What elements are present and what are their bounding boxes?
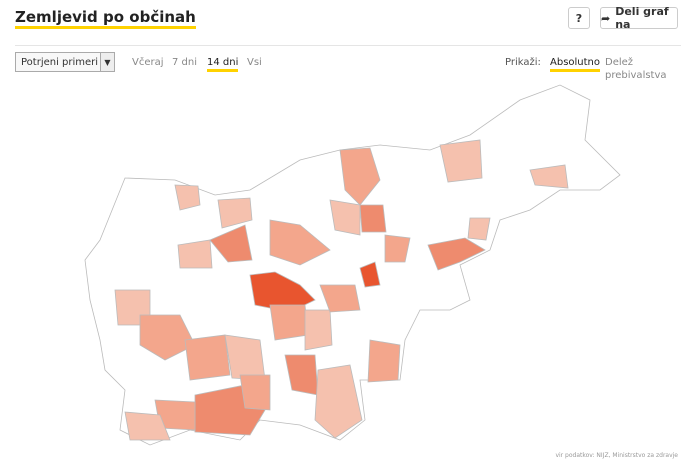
mode-tab[interactable]: Delež prebivalstva: [605, 57, 667, 81]
municipality: [224, 334, 266, 381]
range-tab[interactable]: Vsi: [247, 57, 262, 68]
municipality: [209, 224, 253, 263]
municipality: [269, 304, 309, 341]
municipality: [367, 339, 401, 383]
municipality: [124, 411, 171, 441]
share-button[interactable]: ➦ Deli graf na: [600, 5, 678, 31]
municipality: [319, 284, 361, 313]
help-button[interactable]: ?: [568, 7, 590, 29]
municipality: [239, 374, 271, 411]
municipality: [304, 309, 333, 351]
municipality: [467, 217, 491, 241]
municipality: [529, 164, 569, 189]
mode-tab[interactable]: Absolutno: [550, 56, 601, 72]
municipality: [217, 197, 253, 229]
municipality: [177, 239, 213, 269]
range-tab[interactable]: 14 dni: [207, 56, 239, 72]
separator: [15, 45, 681, 46]
municipality: [329, 199, 361, 236]
municipality: [249, 271, 316, 313]
share-label: Deli graf na: [615, 5, 669, 31]
municipality: [174, 184, 201, 211]
municipality: [359, 204, 387, 233]
show-label: Prikaži:: [505, 57, 541, 68]
dropdown-label: Potrjeni primeri: [21, 56, 99, 68]
municipalities: [114, 139, 569, 441]
municipality: [427, 237, 486, 271]
municipality: [314, 364, 363, 439]
municipality: [339, 147, 381, 206]
range-tab[interactable]: Včeraj: [132, 57, 164, 68]
range-tab[interactable]: 7 dni: [172, 57, 198, 68]
share-icon: ➦: [601, 11, 611, 25]
dropdown-arrow: ▼: [100, 53, 114, 71]
municipality: [269, 219, 331, 266]
dropdown[interactable]: Potrjeni primeri ▼: [15, 52, 115, 72]
municipality: [184, 334, 231, 381]
title: Zemljevid po občinah: [15, 8, 196, 29]
source: vir podatkov: NIJZ, Ministrstvo za zdrav…: [555, 452, 678, 459]
municipality: [384, 234, 411, 263]
municipality: [359, 261, 381, 288]
municipality: [439, 139, 483, 183]
municipality: [139, 314, 196, 361]
